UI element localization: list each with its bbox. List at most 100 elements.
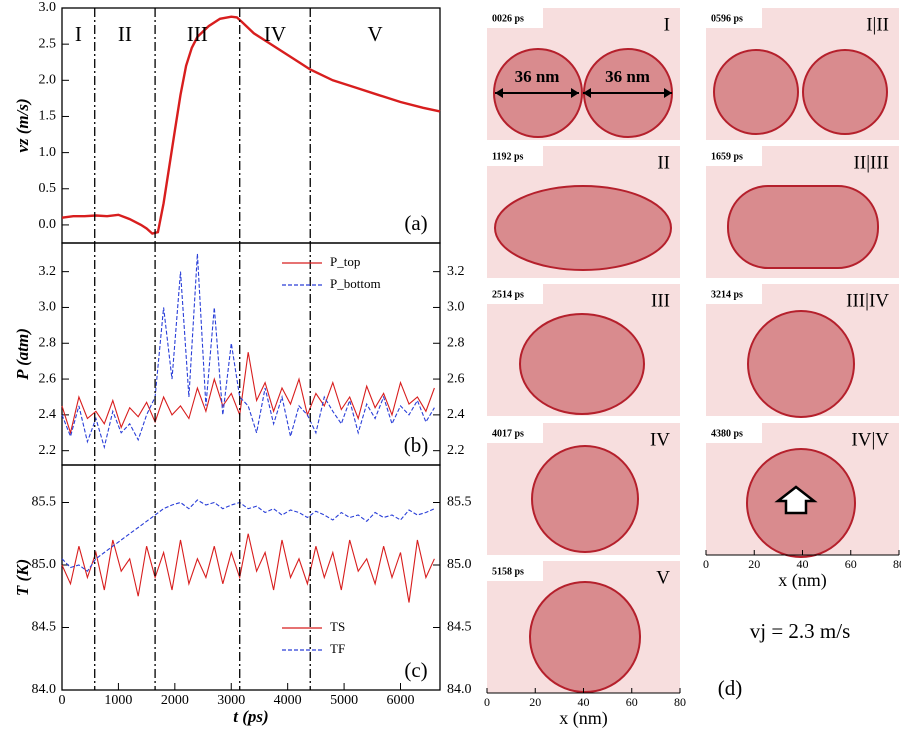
phase-label: V: [368, 22, 383, 46]
legend-label: P_top: [330, 254, 360, 269]
diameter-label: 36 nm: [515, 67, 560, 86]
y-tick-label: 1.0: [39, 145, 57, 160]
snapshot-time: 5158 ps: [492, 566, 524, 577]
droplet: [727, 185, 879, 269]
y-tick-label: 3.0: [39, 0, 57, 15]
snapshot-phase: V: [656, 567, 670, 588]
y-tick-label: 2.0: [39, 73, 57, 88]
time-box: [487, 146, 543, 166]
droplet: [519, 313, 645, 415]
y2-tick-label: 84.0: [447, 682, 472, 697]
snapshot-time: 2514 ps: [492, 289, 524, 300]
snapshot-phase: II|III: [854, 152, 889, 173]
snapshot-phase: IV|V: [851, 429, 889, 450]
time-box: [487, 423, 543, 443]
snapshot-phase: III: [651, 290, 670, 311]
data-line: [61, 253, 435, 450]
y2-tick-label: 2.4: [447, 407, 465, 422]
x-tick-label: 2000: [161, 693, 189, 708]
image-x-tick-label: 20: [748, 557, 760, 571]
y2-tick-label: 3.0: [447, 300, 465, 315]
x-tick-label: 4000: [274, 693, 302, 708]
y2-tick-label: 85.5: [447, 495, 472, 510]
snapshot: 2514 ps III: [487, 284, 680, 416]
snapshot: 0026 ps I 36 nm 36 nm: [487, 8, 680, 140]
y-tick-label: 84.5: [32, 620, 57, 635]
flow-arrow: [774, 485, 818, 515]
panel-label: (c): [404, 658, 427, 682]
panel-label: (a): [404, 211, 427, 235]
time-box: [706, 284, 762, 304]
snapshot: 1659 ps II|III: [706, 146, 899, 278]
x-tick-label: 3000: [217, 693, 245, 708]
diameter-label: 36 nm: [605, 67, 650, 86]
data-line: [61, 352, 435, 435]
x-tick-label: 0: [59, 693, 66, 708]
image-x-tick-label: 0: [703, 557, 709, 571]
legend-label: P_bottom: [330, 276, 381, 291]
snapshot-phase: II: [657, 152, 670, 173]
y-axis-label: vz (m/s): [13, 98, 32, 152]
image-x-tick-label: 20: [529, 695, 541, 709]
snapshot: 5158 ps V: [487, 561, 680, 693]
image-x-tick-label: 40: [797, 557, 809, 571]
image-x-tick-label: 80: [893, 557, 901, 571]
time-box: [487, 8, 543, 28]
time-box: [706, 146, 762, 166]
y-tick-label: 2.5: [39, 36, 57, 51]
x-axis-label: t (ps): [233, 707, 268, 726]
y-tick-label: 0.5: [39, 181, 57, 196]
droplet: [494, 185, 672, 271]
panel-label: (b): [404, 433, 429, 457]
snapshot-phase: III|IV: [846, 290, 889, 311]
snapshot-time: 0026 ps: [492, 13, 524, 24]
snapshot-time: 3214 ps: [711, 289, 743, 300]
droplet: [531, 445, 639, 553]
x-tick-label: 6000: [387, 693, 415, 708]
y-axis-label: P (atm): [13, 328, 32, 381]
y-tick-label: 2.8: [39, 335, 57, 350]
y-tick-label: 85.5: [32, 495, 57, 510]
snapshot-time: 1659 ps: [711, 151, 743, 162]
y-tick-label: 3.0: [39, 300, 57, 315]
image-x-axis-label: x (nm): [559, 708, 608, 729]
phase-label: II: [118, 22, 132, 46]
legend-label: TF: [330, 641, 345, 656]
y2-tick-label: 2.6: [447, 371, 465, 386]
plot-frame: [61, 464, 441, 691]
y2-tick-label: 85.0: [447, 557, 472, 572]
snapshot: 0596 ps I|II: [706, 8, 899, 140]
snapshot-time: 4017 ps: [492, 428, 524, 439]
y-tick-label: 3.2: [39, 264, 57, 279]
image-x-tick-label: 60: [845, 557, 857, 571]
y-tick-label: 0.0: [39, 217, 57, 232]
phase-label: IV: [264, 22, 286, 46]
time-box: [706, 8, 762, 28]
y-tick-label: 84.0: [32, 682, 57, 697]
droplet: [713, 49, 799, 135]
droplet: [747, 310, 855, 418]
snapshot-phase: I: [664, 14, 670, 35]
droplet: [802, 49, 888, 135]
y-tick-label: 85.0: [32, 557, 57, 572]
jet-velocity-note: vj = 2.3 m/s: [750, 619, 851, 643]
x-tick-label: 5000: [330, 693, 358, 708]
y2-tick-label: 84.5: [447, 620, 472, 635]
y-tick-label: 2.2: [39, 443, 57, 458]
image-x-tick-label: 40: [578, 695, 590, 709]
time-box: [706, 423, 762, 443]
snapshot-phase: I|II: [866, 14, 889, 35]
y-tick-label: 1.5: [39, 109, 57, 124]
time-box: [487, 284, 543, 304]
y-tick-label: 2.6: [39, 371, 57, 386]
y2-tick-label: 2.2: [447, 443, 465, 458]
y-axis-label: T (K): [13, 559, 32, 596]
image-x-tick-label: 0: [484, 695, 490, 709]
phase-label: III: [187, 22, 208, 46]
snapshot: 4380 ps IV|V: [706, 423, 899, 558]
snapshot-time: 0596 ps: [711, 13, 743, 24]
plot-frame: [61, 242, 441, 466]
data-line: [61, 15, 441, 235]
snapshot: 4017 ps IV: [487, 423, 680, 555]
